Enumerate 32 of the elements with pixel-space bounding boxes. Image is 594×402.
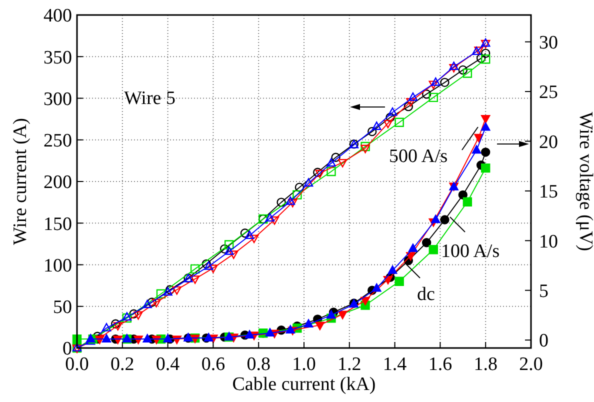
annotation: Wire 5	[124, 88, 176, 109]
y2-tick-label: 10	[539, 231, 558, 252]
x-tick-label: 2.0	[519, 354, 543, 375]
x-tick-label: 1.8	[474, 354, 498, 375]
y-tick-label: 50	[53, 297, 72, 318]
annotation: dc	[417, 284, 435, 305]
y-tick-label: 250	[44, 130, 72, 152]
annotation: 500 A/s	[389, 146, 448, 167]
x-tick-label: 1.4	[382, 354, 408, 375]
y-tick-label: 400	[44, 6, 72, 27]
y2-tick-label: 5	[539, 280, 548, 302]
y-tick-label: 200	[44, 172, 72, 194]
y2-tick-label: 15	[539, 182, 558, 203]
y-tick-label: 300	[44, 88, 72, 110]
x-tick-label: 0.4	[156, 354, 180, 375]
y-tick-label: 100	[44, 255, 72, 276]
y2-tick-label: 25	[539, 82, 558, 104]
x-tick-label: 0.8	[246, 354, 270, 375]
y-axis-title: Wire current (A)	[10, 118, 31, 245]
x-tick-label: 0.2	[110, 354, 134, 375]
x-tick-label: 1.0	[292, 354, 316, 375]
y2-tick-label: 30	[539, 32, 558, 54]
y2-tick-label: 20	[539, 132, 558, 153]
y-tick-label: 350	[44, 47, 72, 68]
x-tick-label: 1.6	[428, 354, 452, 375]
x-tick-label: 0.6	[201, 354, 226, 375]
annotation: 100 A/s	[441, 241, 500, 262]
x-tick-label: 1.2	[338, 354, 362, 375]
y-tick-label: 150	[44, 214, 72, 235]
y2-axis-title: Wire voltage (μV)	[575, 112, 594, 252]
x-axis-title: Cable current (kA)	[232, 374, 376, 395]
y2-tick-label: 0	[539, 330, 548, 352]
